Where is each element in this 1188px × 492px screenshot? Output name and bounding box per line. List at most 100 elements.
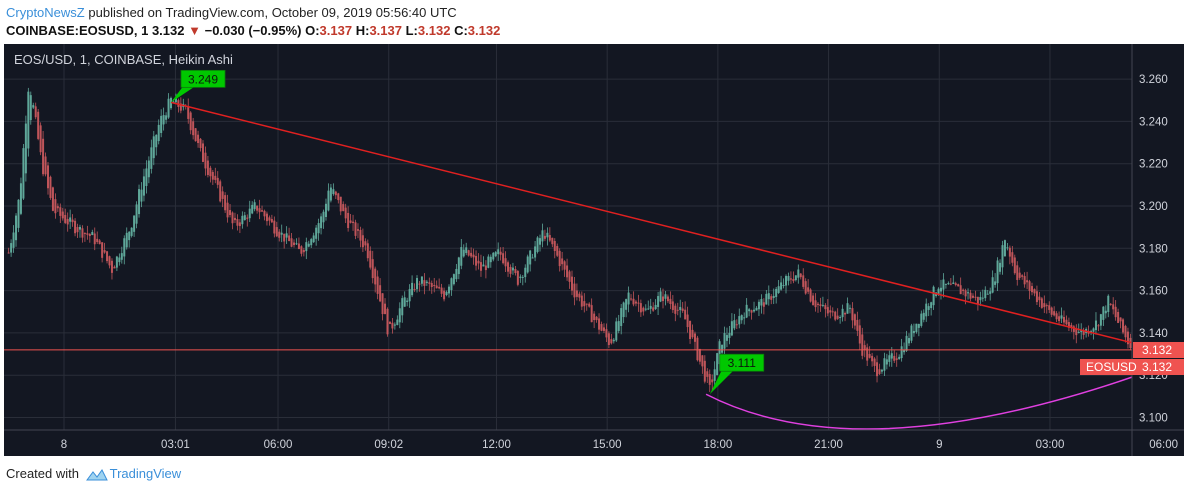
candle-body [536, 237, 539, 252]
candle-body [96, 238, 99, 243]
tradingview-link[interactable]: TradingView [109, 466, 182, 481]
candle-body [411, 282, 414, 296]
candle-body [575, 290, 578, 297]
last-price: 3.132 [151, 23, 185, 38]
low-value: 3.132 [417, 23, 451, 38]
candle-body [174, 97, 177, 103]
candle-body [644, 308, 647, 310]
candle-body [88, 234, 91, 237]
tradingview-logo-icon [85, 468, 108, 481]
publish-line: CryptoNewsZ published on TradingView.com… [6, 5, 457, 20]
candle-body [393, 324, 396, 326]
candle-body [302, 250, 305, 253]
candle-body [570, 276, 573, 291]
candle-body [1035, 291, 1038, 303]
candle-body [873, 358, 876, 366]
candle-body [994, 281, 997, 285]
candle-body [706, 371, 709, 377]
trendline[interactable] [170, 101, 1184, 357]
candle-body [866, 347, 869, 361]
author-link[interactable]: CryptoNewsZ [6, 5, 85, 20]
candle-body [22, 148, 25, 199]
candle-body [797, 269, 800, 278]
candle-body [826, 307, 829, 314]
candle-body [686, 314, 689, 328]
candle-body [1070, 324, 1073, 328]
candle-body [376, 276, 379, 294]
candle-body [509, 266, 512, 274]
candle-body [293, 242, 296, 245]
candle-body [986, 293, 989, 295]
candle-body [676, 309, 679, 311]
candle-body [1008, 247, 1011, 257]
candle-body [848, 307, 851, 309]
candle-body [484, 265, 487, 271]
candle-body [359, 229, 362, 241]
candle-body [531, 257, 534, 259]
candle-body [962, 289, 965, 291]
candle-body [123, 238, 126, 257]
candle-body [152, 136, 155, 159]
candle-body [947, 283, 950, 285]
candle-body [622, 302, 625, 318]
candle-body [1053, 311, 1056, 316]
candle-body [1003, 240, 1006, 257]
candle-body [952, 282, 955, 285]
candle-body [871, 355, 874, 362]
candle-body [898, 356, 901, 360]
candle-body [691, 329, 694, 338]
candle-body [1026, 280, 1029, 283]
time-axis[interactable]: 8 03:01 06:00 09:02 12:00 15:00 18:00 21:00 9 03:… [61, 439, 1178, 451]
candle-body [1031, 286, 1034, 293]
candle-body [1122, 319, 1125, 333]
candle-body [831, 311, 834, 313]
candle-body [1075, 329, 1078, 336]
candle-body [1097, 325, 1100, 327]
price-axis[interactable]: 3.1003.1203.1403.1603.1803.2003.2203.240… [1139, 74, 1168, 424]
candle-body [939, 287, 942, 292]
candle-body [659, 291, 662, 302]
candle-body [201, 143, 204, 162]
candle-body [630, 298, 633, 300]
candle-body [925, 303, 928, 317]
candle-body [804, 281, 807, 294]
candle-body [615, 321, 618, 341]
candle-body [760, 299, 763, 306]
candle-body [664, 294, 667, 299]
candle-body [578, 293, 581, 298]
candle-body [447, 286, 450, 294]
candle-body [548, 235, 551, 241]
candle-body [258, 208, 261, 213]
candle-body [460, 247, 463, 266]
candle-body [243, 215, 246, 221]
candle-body [334, 191, 337, 196]
candle-body [563, 261, 566, 270]
candle-body [32, 105, 35, 108]
candle-body [1011, 252, 1014, 263]
candle-body [824, 305, 827, 310]
candle-body [283, 233, 286, 242]
candle-body [29, 95, 32, 121]
y-tick-label: 3.140 [1139, 328, 1168, 340]
candle-body [1058, 316, 1061, 321]
candle-body [652, 307, 655, 311]
candle-body [696, 337, 699, 361]
candle-body [19, 183, 22, 214]
candle-body [435, 285, 438, 289]
candle-body [834, 311, 837, 320]
candle-body [819, 304, 822, 306]
candle-body [802, 275, 805, 287]
candle-body [809, 289, 812, 302]
candle-body [858, 325, 861, 344]
candle-body [428, 282, 431, 284]
candle-body [229, 210, 232, 216]
candle-body [179, 103, 182, 111]
candle-body [908, 338, 911, 344]
candle-body [42, 138, 45, 175]
candle-body [839, 316, 842, 318]
candle-body [546, 232, 549, 238]
candle-body [17, 199, 20, 228]
candle-body [1102, 306, 1105, 320]
candle-body [125, 232, 128, 248]
